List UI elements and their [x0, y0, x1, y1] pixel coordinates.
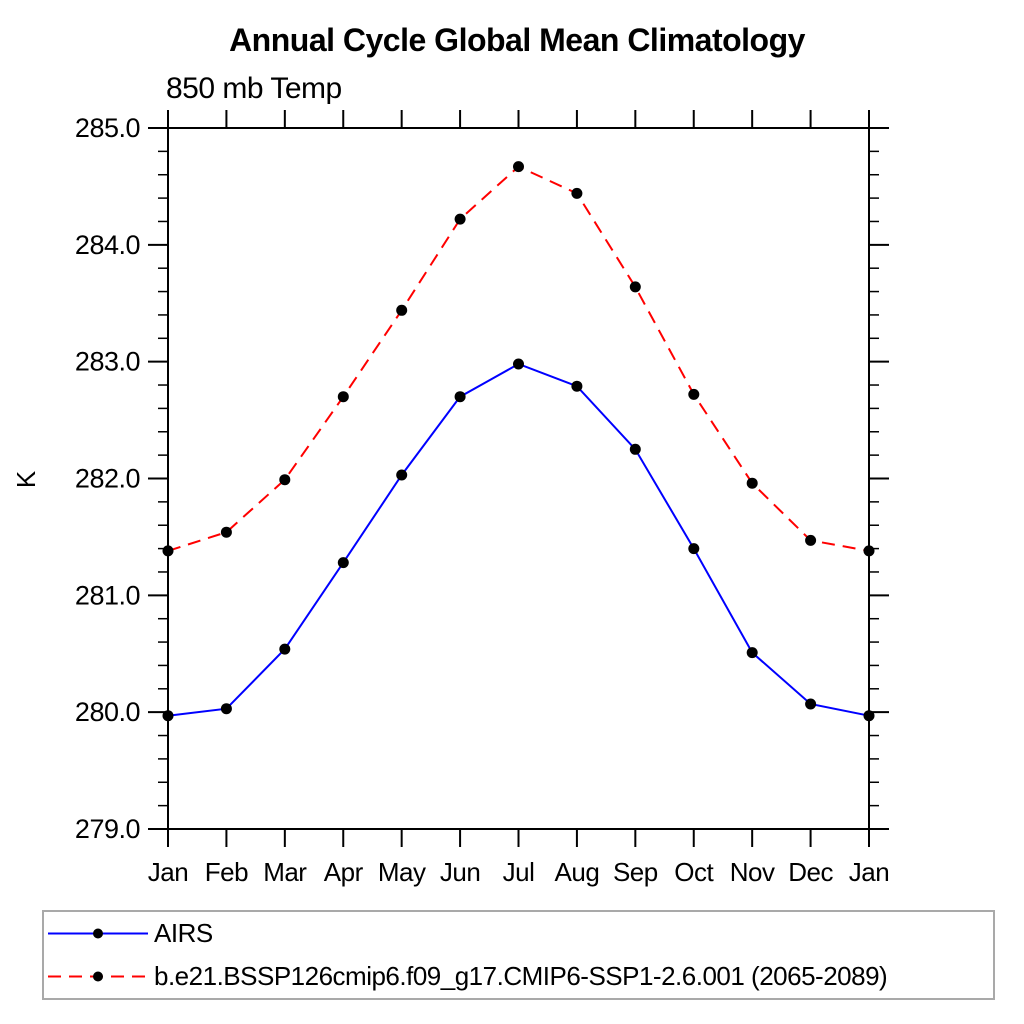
y-tick-label: 279.0 [75, 814, 140, 844]
y-tick-label: 283.0 [75, 347, 140, 377]
data-point-0 [279, 643, 291, 655]
x-tick-label: Dec [788, 857, 833, 887]
x-tick-label: May [378, 857, 426, 887]
data-point-1 [571, 187, 583, 199]
x-tick-label: Sep [613, 857, 658, 887]
data-point-1 [337, 391, 349, 403]
chart-title: Annual Cycle Global Mean Climatology [229, 22, 805, 58]
x-tick-label: Oct [674, 857, 714, 887]
series-line-0 [167, 362, 870, 717]
data-point-1 [805, 534, 817, 546]
data-point-0 [629, 443, 641, 455]
data-point-0 [162, 710, 174, 722]
data-point-0 [688, 543, 700, 555]
data-point-1 [863, 545, 875, 557]
legend: AIRS b.e21.BSSP126cmip6.f09_g17.CMIP6-SS… [42, 910, 995, 1000]
data-point-1 [162, 545, 174, 557]
y-tick-label: 285.0 [75, 113, 140, 143]
data-point-1 [279, 474, 291, 486]
x-tick-label: Jan [148, 857, 188, 887]
legend-label-model: b.e21.BSSP126cmip6.f09_g17.CMIP6-SSP1-2.… [154, 961, 888, 991]
data-point-0 [337, 557, 349, 569]
x-tick-label: Jul [503, 857, 535, 887]
legend-sample-marker [93, 928, 103, 939]
data-point-1 [396, 304, 408, 316]
data-point-1 [454, 213, 466, 225]
data-point-0 [454, 391, 466, 403]
data-point-0 [513, 358, 524, 370]
data-point-0 [220, 703, 232, 715]
data-point-1 [688, 388, 700, 400]
data-point-0 [571, 380, 583, 392]
x-tick-label: Apr [324, 857, 364, 887]
y-tick-label: 282.0 [75, 464, 140, 494]
y-tick-label: 281.0 [75, 580, 140, 610]
plot-frame [167, 127, 870, 830]
x-tick-label: Jan [849, 857, 889, 887]
y-tick-label: 284.0 [75, 230, 140, 260]
data-point-0 [746, 647, 758, 659]
x-tick-label: Jun [440, 857, 480, 887]
legend-entry-airs: AIRS [46, 912, 213, 955]
data-point-1 [513, 161, 524, 173]
legend-line-sample-airs [48, 928, 148, 939]
data-point-0 [805, 698, 817, 710]
legend-line-sample-model [48, 971, 148, 982]
data-point-0 [396, 469, 408, 481]
x-tick-label: Nov [730, 857, 775, 887]
data-point-0 [863, 710, 875, 722]
data-point-1 [629, 281, 641, 293]
legend-label-airs: AIRS [154, 918, 213, 948]
y-tick-label: 280.0 [75, 697, 140, 727]
chart-subtitle: 850 mb Temp [166, 72, 342, 105]
legend-entry-model: b.e21.BSSP126cmip6.f09_g17.CMIP6-SSP1-2.… [46, 955, 888, 998]
data-point-1 [746, 477, 758, 489]
legend-sample-marker [93, 971, 103, 982]
x-tick-label: Mar [263, 857, 307, 887]
x-tick-label: Feb [205, 857, 248, 887]
x-tick-label: Aug [555, 857, 600, 887]
data-point-1 [220, 526, 232, 538]
